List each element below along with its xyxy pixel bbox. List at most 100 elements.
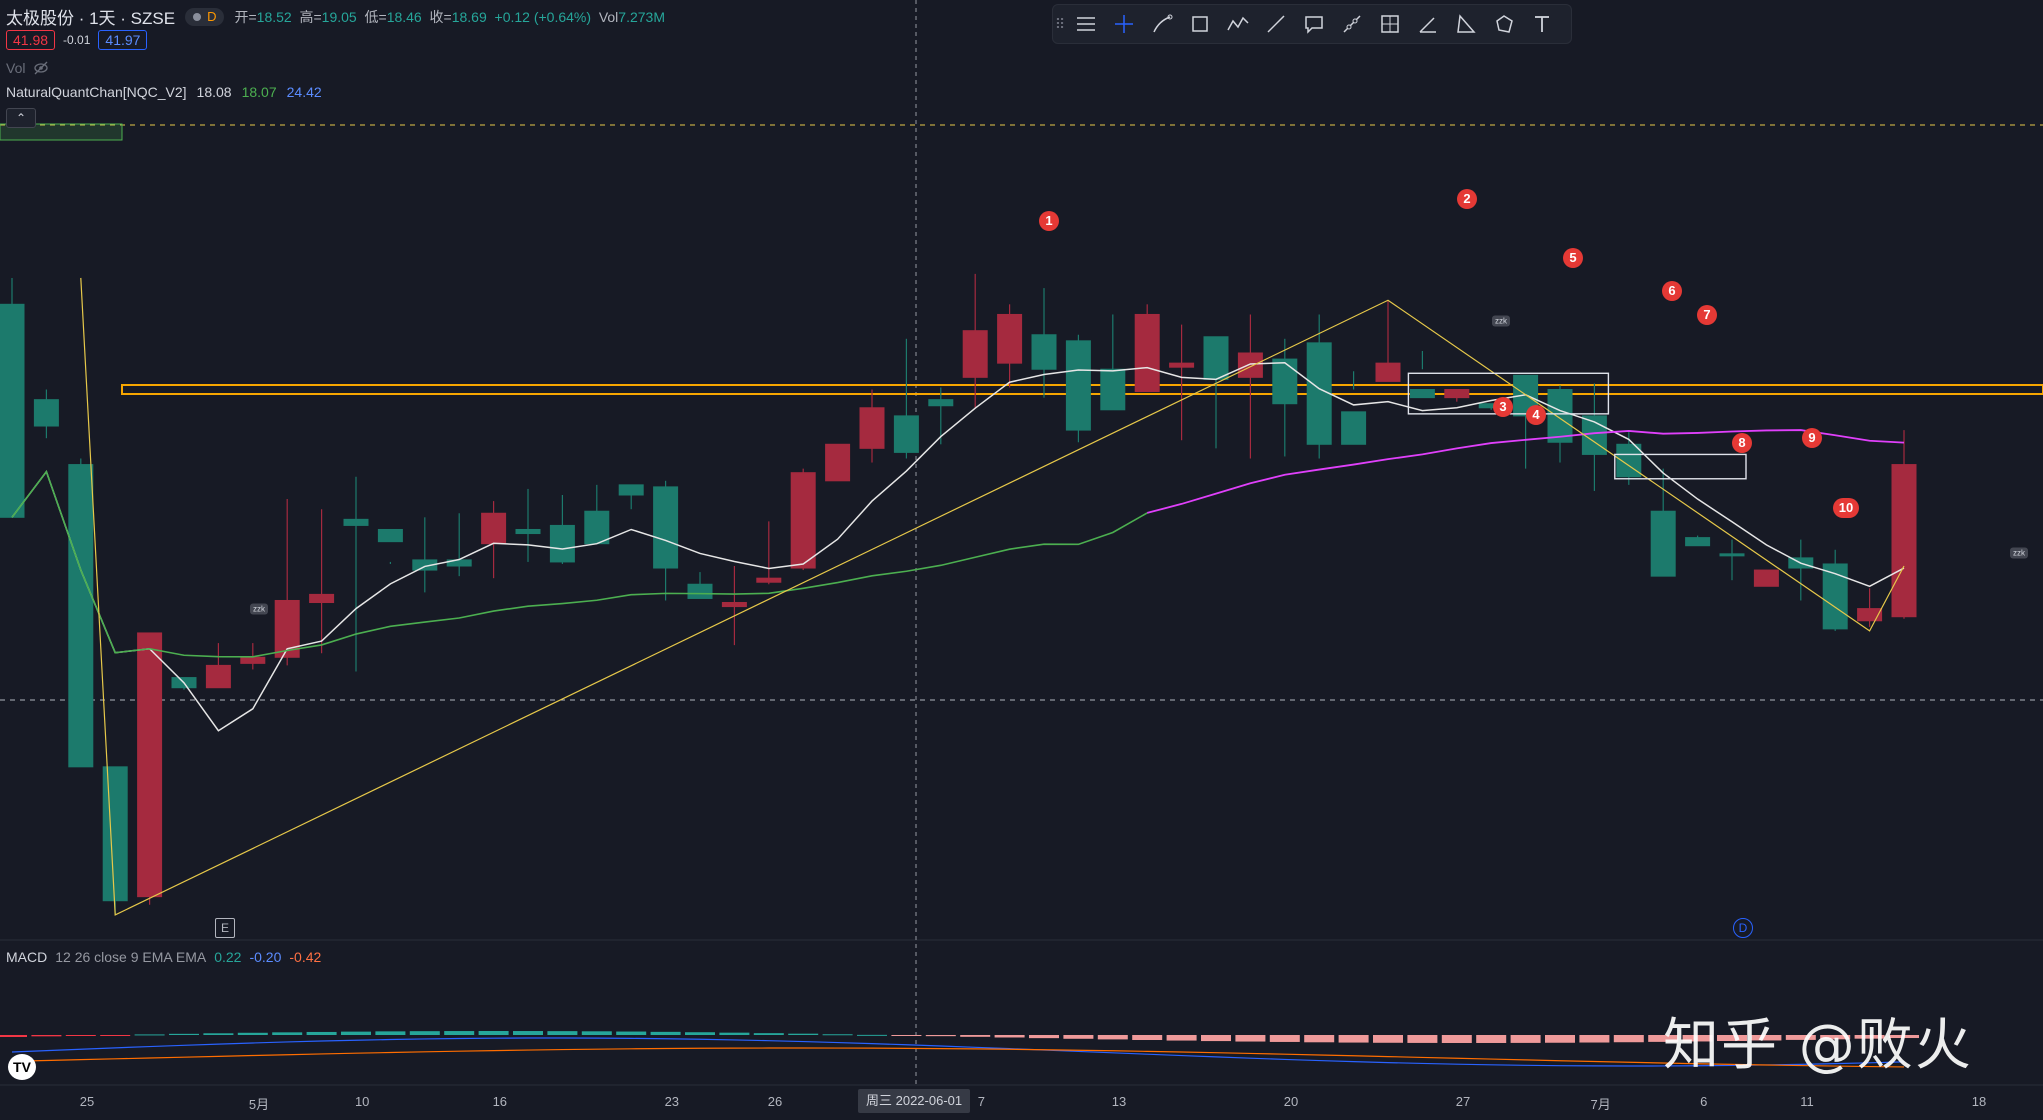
macd-bar xyxy=(1854,1035,1885,1039)
nqc-indicator-name: NaturalQuantChan[NQC_V2] xyxy=(6,84,187,100)
high-label: 高= xyxy=(299,8,322,25)
macd-bar xyxy=(203,1033,234,1035)
nqc-indicator-row[interactable]: NaturalQuantChan[NQC_V2] 18.08 18.07 24.… xyxy=(6,84,322,100)
candle-body xyxy=(1409,389,1435,399)
brush-icon[interactable] xyxy=(1143,8,1181,40)
macd-bar xyxy=(616,1031,647,1035)
rectangle-icon[interactable] xyxy=(1181,8,1219,40)
time-axis-label: 7月 xyxy=(1590,1097,1611,1112)
crosshair-icon[interactable] xyxy=(1105,8,1143,40)
change-value: +0.12 (+0.64%) xyxy=(494,8,592,25)
macd-bar xyxy=(1579,1035,1610,1043)
signal-marker[interactable]: 2 xyxy=(1457,189,1477,209)
open-value: 18.52 xyxy=(256,8,292,25)
macd-bar xyxy=(753,1033,784,1035)
signal-marker[interactable]: 8 xyxy=(1732,433,1752,453)
trendline-icon[interactable] xyxy=(1257,8,1295,40)
macd-legend[interactable]: MACD 12 26 close 9 EMA EMA 0.22 -0.20 -0… xyxy=(6,949,321,965)
candle-body xyxy=(618,484,644,496)
candle-body xyxy=(928,399,954,407)
macd-bar xyxy=(581,1031,612,1035)
macd-bar xyxy=(1785,1035,1816,1040)
macd-bar xyxy=(1648,1035,1679,1042)
candle-body xyxy=(1719,553,1745,557)
macd-value-3: -0.42 xyxy=(289,949,322,965)
candle-body xyxy=(102,766,128,902)
candle-body xyxy=(1341,411,1367,445)
lines-icon[interactable] xyxy=(1067,8,1105,40)
candle-body xyxy=(0,303,25,518)
vol-value: 7.273M xyxy=(618,8,665,25)
signal-marker[interactable]: 5 xyxy=(1563,248,1583,268)
symbol-title[interactable]: 太极股份 · 1天 · SZSE xyxy=(6,9,176,28)
macd-bar xyxy=(1132,1035,1163,1041)
signal-marker[interactable]: 6 xyxy=(1662,281,1682,301)
macd-bar xyxy=(513,1031,543,1035)
macd-bar xyxy=(1029,1035,1059,1039)
signal-line xyxy=(11,1047,1905,1068)
macd-bar xyxy=(891,1035,922,1036)
grid-icon[interactable] xyxy=(1371,8,1409,40)
candle-body xyxy=(1753,569,1779,587)
triangle-icon[interactable] xyxy=(1447,8,1485,40)
polyline-icon[interactable] xyxy=(1219,8,1257,40)
crosshair-date-label: 周三 2022-06-01 xyxy=(858,1089,971,1113)
candle-body xyxy=(1031,334,1057,370)
trade-buttons: 41.98 -0.01 41.97 xyxy=(6,30,148,50)
macd-bar xyxy=(1097,1035,1128,1040)
text-icon[interactable] xyxy=(1523,8,1561,40)
zzk-tag: zzk xyxy=(2010,547,2028,559)
signal-marker[interactable]: 3 xyxy=(1493,397,1513,417)
candle-body xyxy=(1237,352,1263,378)
candle-body xyxy=(859,407,885,449)
macd-bar xyxy=(685,1032,715,1035)
candle-body xyxy=(1685,537,1711,547)
zigzag-line xyxy=(80,277,1905,916)
buy-button[interactable]: 41.97 xyxy=(98,30,148,50)
signal-marker[interactable]: 10 xyxy=(1833,498,1859,518)
drag-handle-icon[interactable]: ⠿ xyxy=(1054,15,1066,32)
signal-marker[interactable]: 1 xyxy=(1039,211,1059,231)
market-status-pill[interactable]: D xyxy=(185,7,225,26)
macd-bar xyxy=(822,1034,853,1036)
time-axis-label: 26 xyxy=(767,1094,783,1109)
candle-body xyxy=(481,512,507,545)
macd-bar xyxy=(788,1033,819,1035)
macd-bar xyxy=(1269,1035,1300,1042)
zone-box-top-left xyxy=(0,123,123,141)
candle-body xyxy=(1306,342,1332,445)
eye-hidden-icon[interactable] xyxy=(33,61,49,75)
candle-body xyxy=(343,518,369,526)
tradingview-logo[interactable]: TV xyxy=(8,1054,36,1080)
ma-white-line xyxy=(11,361,1905,732)
sell-button[interactable]: 41.98 xyxy=(6,30,56,50)
low-label: 低= xyxy=(364,8,387,25)
signal-marker[interactable]: 9 xyxy=(1802,428,1822,448)
macd-bar xyxy=(547,1031,578,1035)
candle-body xyxy=(274,599,300,658)
path-icon[interactable] xyxy=(1333,8,1371,40)
status-dot-icon xyxy=(193,12,202,21)
macd-bar xyxy=(237,1032,268,1035)
signal-marker[interactable]: 7 xyxy=(1697,305,1717,325)
earnings-badge[interactable]: E xyxy=(215,918,235,938)
candle-body xyxy=(1547,389,1573,443)
macd-bar xyxy=(272,1032,303,1035)
high-value: 19.05 xyxy=(321,8,357,25)
dividend-badge[interactable]: D xyxy=(1733,918,1753,938)
nodes-icon[interactable] xyxy=(1485,8,1523,40)
signal-marker[interactable]: 4 xyxy=(1526,405,1546,425)
nqc-value-1: 18.08 xyxy=(196,84,232,100)
macd-params: 12 26 close 9 EMA EMA xyxy=(55,949,207,965)
vol-indicator-row[interactable]: Vol xyxy=(6,60,49,76)
macd-bar xyxy=(1510,1035,1541,1043)
callout-icon[interactable] xyxy=(1295,8,1333,40)
candle-body xyxy=(515,528,541,535)
candle-body xyxy=(584,510,610,545)
collapse-indicators-button[interactable]: ⌃ xyxy=(6,108,36,128)
macd-bar xyxy=(65,1035,96,1036)
angle-icon[interactable] xyxy=(1409,8,1447,40)
macd-bar xyxy=(1441,1035,1472,1043)
candle-body xyxy=(68,464,94,768)
